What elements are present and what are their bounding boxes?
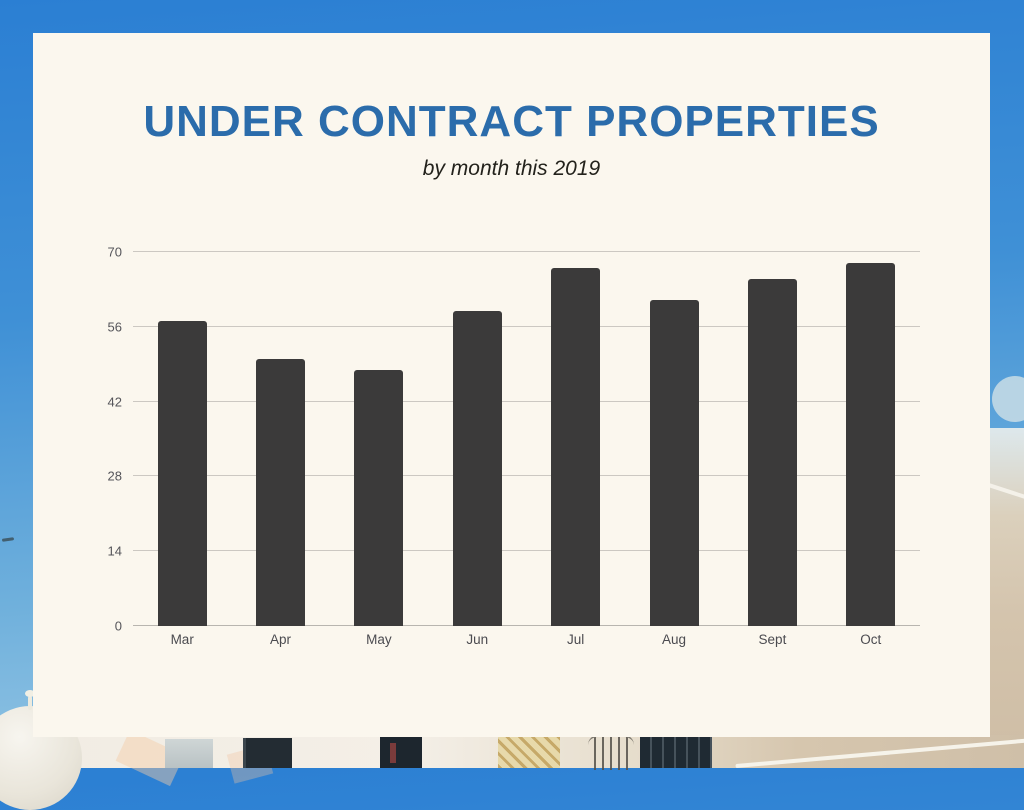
bar-slot [428,252,526,626]
bar-slot [625,252,723,626]
y-tick-label: 56 [107,319,122,335]
bar-jun [452,310,502,626]
page-subtitle: by month this 2019 [422,157,601,180]
bar-sept [747,278,797,626]
y-tick-label: 14 [107,543,122,559]
x-axis-labels: Mar Apr May Jun Jul Aug Sept Oct [133,632,920,647]
railing-line [735,737,1024,769]
bar-may [354,369,404,626]
gridline [133,475,920,477]
page-title: UNDER CONTRACT PROPERTIES [143,97,880,146]
gridline [133,251,920,252]
spiral-staircase [588,735,634,770]
railing-line [984,482,1024,502]
building-strip-bottom [0,729,1024,787]
x-tick-label: Jul [567,632,585,647]
bars-group [133,252,920,626]
y-tick-label: 70 [107,244,122,260]
distant-dome [992,376,1024,422]
bar-aug [649,300,699,626]
gridline [133,625,920,626]
bar-slot [231,252,329,626]
x-tick-label: Mar [170,632,194,647]
bar-oct [846,262,896,626]
bar-apr [256,358,306,626]
bar-slot [330,252,428,626]
gridline [133,325,920,327]
wall-recess [165,739,213,768]
lattice-screen [498,735,560,768]
x-tick-label: Aug [662,632,687,647]
bar-mar [157,321,207,626]
x-tick-label: May [366,632,392,647]
y-tick-label: 0 [114,618,122,634]
window [243,738,292,768]
barred-window [640,735,712,768]
plot-area: 0 14 28 42 56 70 [108,245,920,634]
gridline [133,550,920,552]
y-tick-label: 42 [107,394,122,410]
bar-slot [527,252,625,626]
y-tick-label: 28 [107,468,122,484]
gridline [133,400,920,402]
window [380,737,422,768]
x-tick-label: Jun [466,632,489,647]
bar-slot [133,252,231,626]
bar-slot [822,252,920,626]
bar-jul [551,268,601,626]
bar-slot [723,252,821,626]
dome-finial [25,690,35,710]
building-wall-right [984,376,1024,768]
bar-chart: 0 14 28 42 56 70 Mar Apr May Jun Jul Aug Sept Oct [88,245,920,647]
poster-card: UNDER CONTRACT PROPERTIES by month this … [33,33,990,737]
x-tick-label: Apr [270,632,292,647]
bird-silhouette [1,537,15,542]
x-tick-label: Sept [758,632,787,647]
x-tick-label: Oct [860,632,882,647]
